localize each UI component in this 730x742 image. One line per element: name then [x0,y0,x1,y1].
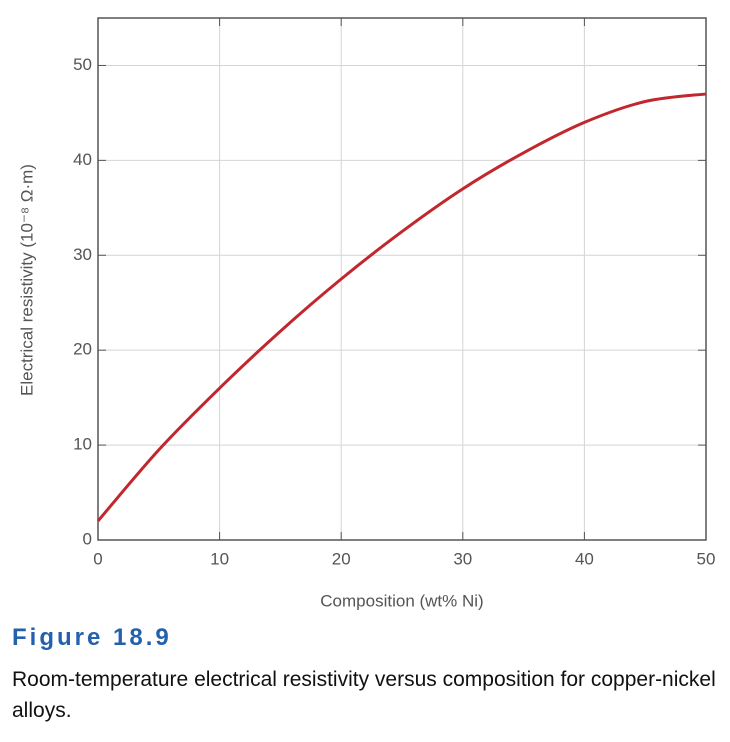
plot-frame [97,17,707,541]
x-axis-label: Composition (wt% Ni) [320,591,483,610]
x-tick-label: 50 [697,549,716,568]
figure-label: Figure 18.9 [12,624,172,651]
y-axis-label: Electrical resistivity (10⁻⁸ Ω·m) [17,164,36,396]
x-tick-label: 10 [210,549,229,568]
y-tick-label: 20 [73,340,92,359]
y-tick-label: 40 [73,150,92,169]
y-tick-label: 0 [83,529,92,548]
x-tick-label: 40 [575,549,594,568]
x-tick-label: 0 [93,549,102,568]
figure-caption: Room-temperature electrical resistivity … [12,668,716,722]
y-tick-label: 10 [73,435,92,454]
data-line [96,92,707,522]
x-tick-label: 30 [453,549,472,568]
x-tick-label: 20 [332,549,351,568]
y-tick-label: 30 [73,245,92,264]
chart: Composition (wt% Ni) Electrical resistiv… [17,17,716,610]
y-tick-label: 50 [73,55,92,74]
